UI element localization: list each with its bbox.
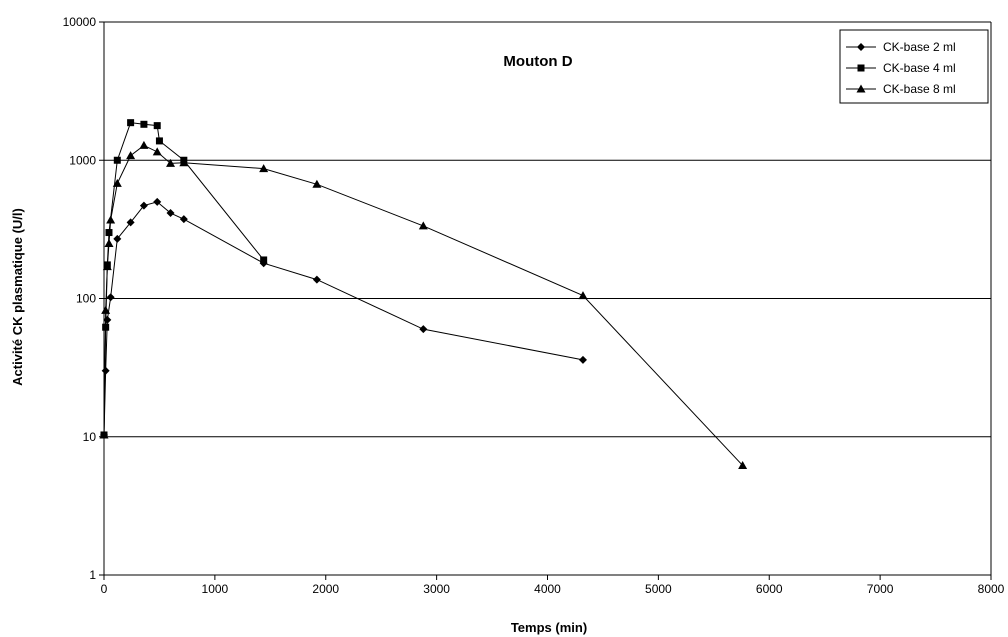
x-tick-label: 2000 <box>312 582 339 596</box>
legend-label: CK-base 8 ml <box>883 82 956 96</box>
y-tick-label: 1000 <box>69 153 96 167</box>
data-point <box>104 238 114 247</box>
legend-label: CK-base 2 ml <box>883 40 956 54</box>
data-point <box>126 151 136 160</box>
x-axis-title: Temps (min) <box>511 620 587 635</box>
gridlines <box>104 21 991 438</box>
data-point <box>312 275 321 284</box>
y-tick-label: 10 <box>83 430 97 444</box>
data-point <box>155 137 163 145</box>
x-tick-label: 4000 <box>534 582 561 596</box>
chart-title: Mouton D <box>503 53 572 70</box>
data-point <box>259 164 269 173</box>
data-point <box>99 430 109 439</box>
legend-marker <box>857 64 865 72</box>
series-layer <box>99 119 748 469</box>
data-point <box>113 234 122 243</box>
data-point <box>106 215 116 224</box>
data-point <box>578 355 587 364</box>
data-point <box>152 147 162 156</box>
data-point <box>105 229 113 237</box>
y-tick-label: 10000 <box>63 15 97 29</box>
legend-marker <box>857 43 865 51</box>
data-point <box>419 325 428 334</box>
data-point <box>113 156 121 164</box>
data-point <box>127 119 135 127</box>
data-point <box>312 179 322 188</box>
data-point <box>139 201 148 210</box>
data-point <box>126 218 135 227</box>
tick-labels: 1 10 100 1000 10000 0 1000 2000 3000 4000 5000 6000… <box>63 15 1005 596</box>
data-point <box>260 256 268 264</box>
series-line <box>103 122 265 435</box>
data-point <box>153 197 162 206</box>
data-point <box>166 209 175 218</box>
data-point <box>166 158 176 167</box>
series-line <box>103 201 584 435</box>
data-point <box>418 221 428 230</box>
series-3 <box>99 140 748 469</box>
series-line <box>103 144 744 466</box>
data-point <box>179 215 188 224</box>
y-tick-label: 100 <box>76 292 96 306</box>
axes <box>99 21 992 580</box>
x-tick-label: 3000 <box>423 582 450 596</box>
legend-label: CK-base 4 ml <box>883 61 956 75</box>
data-point <box>179 158 189 167</box>
data-point <box>101 305 111 314</box>
x-tick-label: 6000 <box>756 582 783 596</box>
data-point <box>578 291 588 300</box>
data-point <box>112 178 122 187</box>
data-point <box>102 262 112 271</box>
y-axis-title: Activité CK plasmatique (U/l) <box>10 208 25 386</box>
data-point <box>153 122 161 130</box>
x-tick-label: 7000 <box>867 582 894 596</box>
data-point <box>101 366 110 375</box>
series-1 <box>100 197 587 439</box>
data-point <box>106 293 115 302</box>
data-point <box>139 140 149 149</box>
data-point <box>140 120 148 128</box>
data-point <box>738 460 748 469</box>
x-tick-label: 1000 <box>202 582 229 596</box>
x-tick-label: 0 <box>101 582 108 596</box>
legend-box <box>839 29 989 104</box>
y-tick-label: 1 <box>89 568 96 582</box>
x-tick-label: 5000 <box>645 582 672 596</box>
legend-marker <box>856 84 866 93</box>
data-point <box>103 315 112 324</box>
legend: CK-base 2 ml CK-base 4 ml CK-base 8 ml <box>839 29 989 104</box>
x-tick-label: 8000 <box>978 582 1005 596</box>
